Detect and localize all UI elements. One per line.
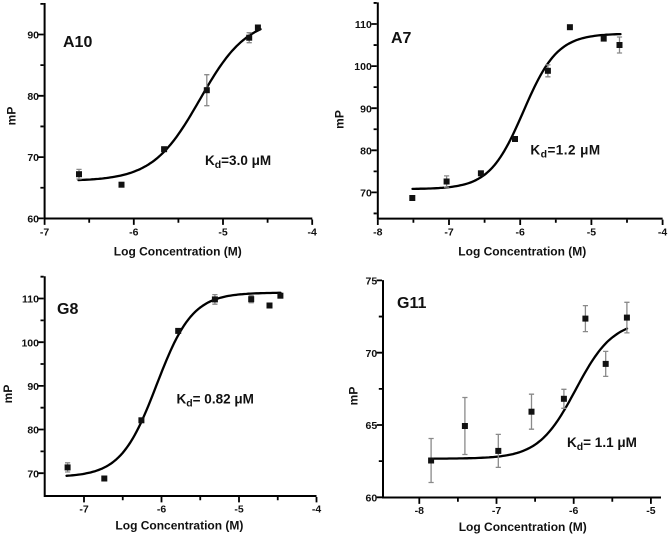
svg-text:-6: -6 bbox=[569, 505, 578, 517]
svg-text:90: 90 bbox=[27, 30, 39, 42]
svg-text:110: 110 bbox=[355, 19, 372, 31]
svg-text:-6: -6 bbox=[516, 227, 525, 239]
svg-text:80: 80 bbox=[27, 91, 39, 103]
svg-text:-5: -5 bbox=[218, 227, 227, 239]
svg-text:Kd=3.0 μM: Kd=3.0 μM bbox=[205, 153, 271, 171]
svg-text:Kd=1.2 μM: Kd=1.2 μM bbox=[530, 143, 600, 161]
svg-text:Log Concentration (M): Log Concentration (M) bbox=[114, 245, 242, 259]
svg-text:-4: -4 bbox=[658, 227, 667, 239]
svg-text:mP: mP bbox=[333, 110, 347, 129]
svg-text:A7: A7 bbox=[391, 30, 412, 47]
svg-text:-5: -5 bbox=[646, 505, 655, 517]
svg-text:-7: -7 bbox=[492, 505, 501, 517]
svg-text:mP: mP bbox=[5, 107, 19, 126]
svg-text:Log Concentration (M): Log Concentration (M) bbox=[459, 520, 587, 534]
svg-text:70: 70 bbox=[27, 468, 39, 480]
svg-text:-4: -4 bbox=[308, 227, 317, 239]
svg-text:60: 60 bbox=[27, 214, 39, 226]
svg-text:-6: -6 bbox=[157, 504, 166, 516]
svg-text:G8: G8 bbox=[57, 301, 78, 318]
svg-text:-8: -8 bbox=[415, 505, 424, 517]
svg-text:100: 100 bbox=[354, 61, 372, 73]
svg-text:mP: mP bbox=[1, 385, 15, 404]
svg-text:90: 90 bbox=[27, 381, 39, 393]
svg-text:-7: -7 bbox=[79, 504, 88, 516]
svg-text:60: 60 bbox=[366, 492, 378, 504]
svg-text:-7: -7 bbox=[40, 227, 49, 239]
svg-text:110: 110 bbox=[22, 294, 39, 306]
svg-text:Log Concentration (M): Log Concentration (M) bbox=[115, 519, 243, 533]
svg-text:Kd= 0.82 μM: Kd= 0.82 μM bbox=[177, 392, 254, 410]
svg-text:80: 80 bbox=[360, 145, 372, 157]
svg-text:70: 70 bbox=[360, 188, 372, 200]
svg-text:-6: -6 bbox=[129, 227, 138, 239]
svg-text:80: 80 bbox=[27, 425, 39, 437]
svg-text:A10: A10 bbox=[63, 34, 92, 51]
svg-text:70: 70 bbox=[27, 152, 39, 164]
svg-text:-5: -5 bbox=[587, 227, 596, 239]
svg-text:-5: -5 bbox=[234, 504, 243, 516]
svg-text:-4: -4 bbox=[312, 504, 321, 516]
svg-text:-7: -7 bbox=[444, 227, 453, 239]
svg-text:100: 100 bbox=[21, 337, 39, 349]
svg-text:-8: -8 bbox=[373, 227, 382, 239]
svg-text:Kd= 1.1 μM: Kd= 1.1 μM bbox=[567, 435, 637, 453]
svg-text:70: 70 bbox=[366, 348, 378, 360]
svg-text:Log Concentration (M): Log Concentration (M) bbox=[458, 245, 586, 259]
svg-text:90: 90 bbox=[360, 103, 372, 115]
svg-text:G11: G11 bbox=[397, 295, 426, 312]
svg-text:mP: mP bbox=[346, 387, 360, 406]
svg-text:65: 65 bbox=[366, 420, 378, 432]
svg-text:75: 75 bbox=[366, 276, 378, 288]
